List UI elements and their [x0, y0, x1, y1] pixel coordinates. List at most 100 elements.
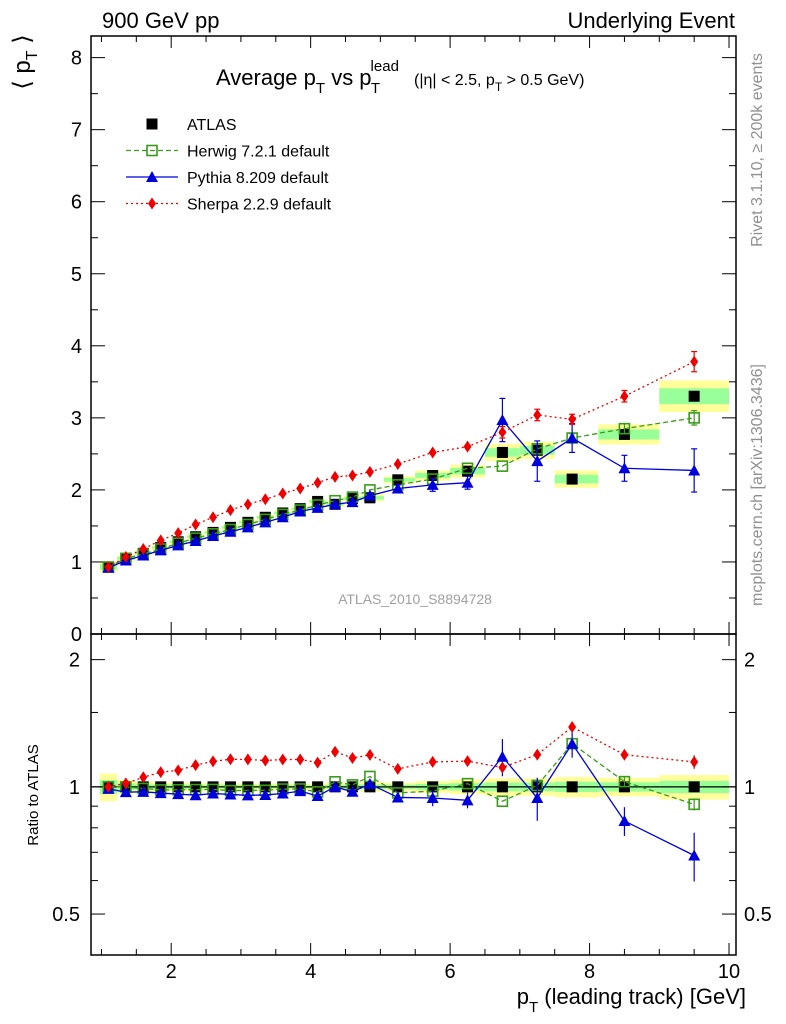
series-pythia	[102, 397, 701, 882]
legend-marker	[146, 144, 158, 157]
ratio-point-sherpa	[121, 777, 130, 790]
rivet-label: Rivet 3.1.10, ≥ 200k events	[749, 53, 766, 247]
legend-item: Herwig 7.2.1 default	[126, 144, 330, 161]
y-tick-label-main: 7	[71, 120, 82, 142]
legend-item: ATLAS	[146, 117, 237, 134]
ratio-point-atlas	[688, 781, 700, 793]
y-tick-label-ratio-right: 1	[744, 777, 755, 799]
data-point-pythia	[426, 478, 439, 490]
data-point-sherpa	[498, 426, 507, 439]
y-tick-label-ratio: 1	[69, 777, 80, 799]
ratio-point-sherpa	[139, 771, 148, 784]
header-left: 900 GeV pp	[102, 8, 219, 33]
ratio-point-atlas	[207, 781, 219, 793]
data-point-pythia	[363, 489, 376, 501]
ratio-point-atlas	[496, 781, 508, 793]
analysis-id: ATLAS_2010_S8894728	[338, 591, 492, 607]
data-point-atlas	[427, 469, 439, 481]
data-point-atlas	[496, 446, 508, 458]
y-tick-label-main: 5	[71, 264, 82, 286]
y-tick-label-ratio: 0.5	[52, 904, 80, 926]
ratio-point-pythia	[346, 785, 359, 797]
series-line-ratio	[108, 742, 695, 805]
ratio-point-herwig	[618, 775, 631, 788]
data-point-pythia	[618, 462, 631, 474]
data-point-pythia	[241, 521, 254, 533]
y-tick-label-main: 1	[71, 552, 82, 574]
ratio-point-atlas	[392, 781, 404, 793]
x-tick-label: 6	[445, 961, 456, 983]
plot-title: Average pT vs plead T (|η| < 2.5, pT > 0.…	[216, 58, 584, 97]
data-point-pythia	[154, 544, 167, 556]
ratio-point-sherpa	[348, 752, 357, 765]
ratio-point-herwig	[688, 798, 700, 811]
data-point-atlas	[462, 465, 474, 477]
data-point-sherpa	[296, 482, 305, 495]
data-point-sherpa	[620, 390, 629, 403]
data-point-pythia	[294, 505, 307, 517]
data-point-herwig	[688, 412, 700, 424]
ratio-point-atlas	[190, 781, 202, 793]
ratio-point-pythia	[461, 794, 474, 806]
ratio-point-atlas	[224, 781, 236, 793]
ratio-point-pythia	[311, 790, 324, 802]
ratio-point-sherpa	[365, 748, 374, 761]
ratio-point-sherpa	[278, 753, 287, 766]
ratio-point-pythia	[294, 785, 307, 797]
ratio-point-atlas	[259, 781, 271, 793]
data-point-sherpa	[261, 493, 270, 506]
ratio-point-atlas	[462, 781, 474, 793]
data-point-atlas	[566, 473, 578, 485]
ratio-point-sherpa	[393, 762, 402, 775]
y-tick-label-main: 0	[71, 624, 82, 646]
data-point-sherpa	[104, 560, 113, 573]
ratio-point-pythia	[276, 787, 289, 799]
ratio-point-pythia	[391, 791, 404, 803]
data-point-sherpa	[278, 487, 287, 500]
legend-item: Sherpa 2.2.9 default	[126, 197, 332, 214]
ratio-point-atlas	[172, 781, 184, 793]
ratio-point-pythia	[224, 788, 237, 800]
legend-label: ATLAS	[187, 117, 237, 134]
legend-item: Pythia 8.209 default	[126, 170, 329, 187]
ratio-point-pythia	[241, 789, 254, 801]
ratio-point-sherpa	[296, 753, 305, 766]
data-point-sherpa	[156, 534, 165, 547]
ratio-point-pythia	[329, 780, 342, 792]
data-point-sherpa	[348, 469, 357, 482]
y-tick-label-ratio-right: 2	[744, 650, 755, 672]
data-point-sherpa	[313, 476, 322, 489]
data-point-atlas	[688, 390, 700, 402]
y-axis-label-main: ⟨ pT ⟩	[9, 34, 41, 89]
series-line-main	[108, 417, 695, 568]
mcplots-label: mcplots.cern.ch [arXiv:1306.3436]	[749, 364, 766, 606]
data-point-sherpa	[331, 470, 340, 483]
legend-marker	[148, 197, 156, 210]
data-point-sherpa	[690, 355, 699, 368]
ratio-point-pythia	[426, 792, 439, 804]
data-point-sherpa	[428, 446, 437, 459]
ratio-point-pythia	[119, 786, 132, 798]
data-point-pythia	[391, 482, 404, 494]
ratio-point-sherpa	[226, 753, 235, 766]
ratio-point-atlas	[242, 781, 254, 793]
header-right: Underlying Event	[567, 8, 735, 33]
ratio-point-sherpa	[261, 754, 270, 767]
data-point-sherpa	[393, 457, 402, 470]
y-tick-label-main: 4	[71, 336, 82, 358]
ratio-point-sherpa	[209, 755, 218, 768]
data-point-pythia	[224, 525, 237, 537]
y-tick-label-main: 2	[71, 480, 82, 502]
y-tick-label-ratio: 2	[69, 650, 80, 672]
data-point-pythia	[461, 476, 474, 488]
y-tick-label-main: 3	[71, 408, 82, 430]
data-point-sherpa	[568, 413, 577, 426]
data-point-pythia	[259, 516, 272, 528]
ratio-point-sherpa	[331, 745, 340, 758]
data-point-herwig	[618, 422, 631, 435]
data-point-herwig	[461, 462, 474, 475]
ratio-point-pythia	[137, 785, 150, 797]
ratio-point-pythia	[496, 750, 509, 762]
